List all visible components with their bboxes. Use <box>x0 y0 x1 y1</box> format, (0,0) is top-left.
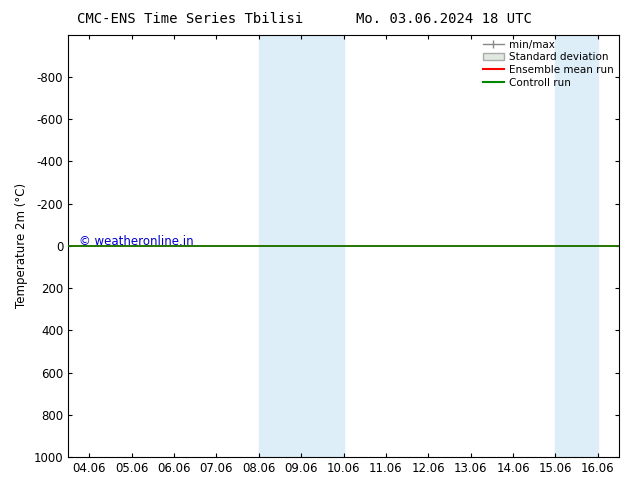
Text: © weatheronline.in: © weatheronline.in <box>79 235 193 248</box>
Text: Mo. 03.06.2024 18 UTC: Mo. 03.06.2024 18 UTC <box>356 12 532 26</box>
Text: CMC-ENS Time Series Tbilisi: CMC-ENS Time Series Tbilisi <box>77 12 303 26</box>
Bar <box>555 35 598 457</box>
Bar <box>301 35 344 457</box>
Bar <box>259 35 301 457</box>
Legend: min/max, Standard deviation, Ensemble mean run, Controll run: min/max, Standard deviation, Ensemble me… <box>480 37 617 91</box>
Y-axis label: Temperature 2m (°C): Temperature 2m (°C) <box>15 183 28 308</box>
